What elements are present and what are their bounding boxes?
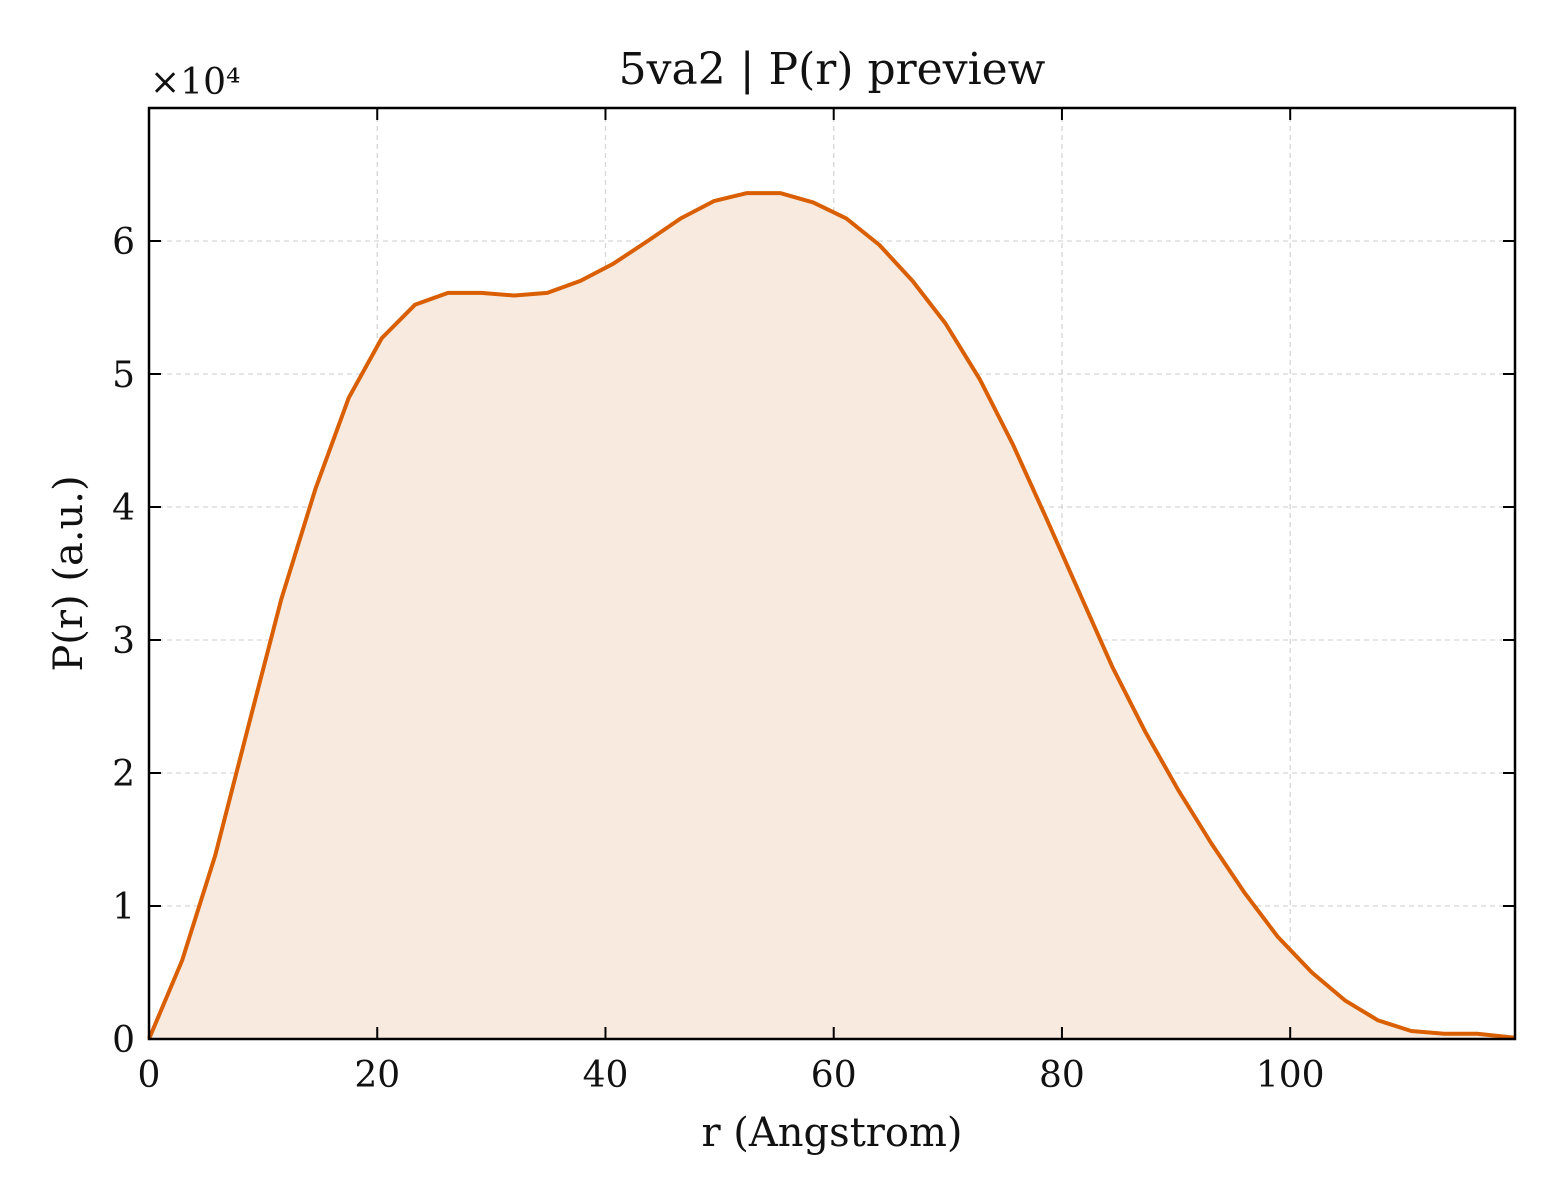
x-tick-label: 100 (1256, 1055, 1325, 1096)
y-multiplier-label: ×10⁴ (150, 62, 240, 103)
x-axis-label: r (Angstrom) (701, 1110, 962, 1156)
x-tick-label: 0 (138, 1055, 161, 1096)
y-tick-label: 2 (112, 754, 135, 795)
x-tick-label: 20 (354, 1055, 400, 1096)
y-tick-label: 5 (112, 355, 135, 396)
series-line (147, 191, 1516, 1040)
axis-ticks: 0 20 40 60 80 100 0 1 2 3 4 5 6 (112, 108, 1515, 1096)
area-fill (149, 193, 1515, 1040)
y-tick-label: 0 (112, 1020, 135, 1061)
y-tick-label: 6 (112, 222, 135, 263)
x-tick-label: 40 (583, 1055, 629, 1096)
y-tick-label: 1 (112, 887, 135, 928)
x-tick-label: 80 (1039, 1055, 1085, 1096)
x-tick-label: 60 (811, 1055, 857, 1096)
plot-frame (147, 106, 1517, 1041)
y-tick-label: 4 (112, 488, 135, 529)
y-axis-label: P(r) (a.u.) (46, 475, 92, 671)
y-tick-label: 3 (112, 621, 135, 662)
chart-title: 5va2 | P(r) preview (619, 44, 1046, 95)
